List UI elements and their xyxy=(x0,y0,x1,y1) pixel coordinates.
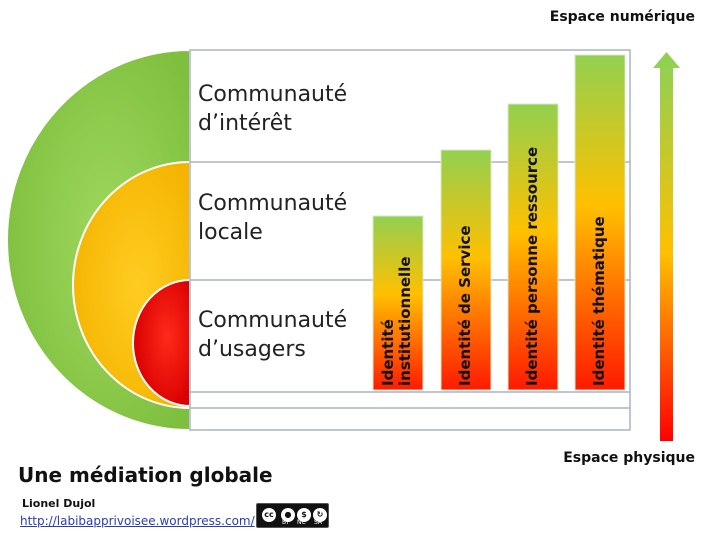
bar-label-thematique: Identité thématique xyxy=(590,216,608,386)
space-numerique-label: Espace numérique xyxy=(549,9,695,25)
nc-icon: $ xyxy=(296,507,312,523)
row-label-interet: Communauté d’intérêt xyxy=(198,82,348,136)
space-arrow-head xyxy=(653,52,680,68)
author-name: Lionel Dujol xyxy=(22,497,96,510)
cc-icon: cc xyxy=(261,507,277,523)
cc-license-badge[interactable]: cc ● $ ↻ BY NC SA xyxy=(256,503,329,528)
blog-link[interactable]: http://labibapprivoisee.wordpress.com/ xyxy=(20,514,255,528)
bar-identite-service xyxy=(440,149,492,391)
nc-tag: NC xyxy=(297,519,306,526)
by-icon: ● xyxy=(280,507,296,523)
row-label-usagers: Communauté d’usagers xyxy=(198,308,348,362)
space-arrow-shaft xyxy=(660,66,673,441)
bar-identite-institutionnelle xyxy=(372,215,424,391)
bar-identite-personne-ressource xyxy=(507,103,559,391)
red-half-circle xyxy=(132,278,191,408)
bar-label-service: Identité de Service xyxy=(456,225,474,386)
bar-label-personne-ressource: Identité personne ressource xyxy=(523,146,541,386)
space-physique-label: Espace physique xyxy=(563,450,695,466)
page-title: Une médiation globale xyxy=(18,463,273,487)
by-tag: BY xyxy=(282,519,290,526)
bar-identite-thematique xyxy=(574,54,626,391)
sa-icon: ↻ xyxy=(312,507,328,523)
row-label-locale: Communauté locale xyxy=(198,191,348,245)
bar-label-institutionnelle: Identité institutionnelle xyxy=(379,256,414,386)
sa-tag: SA xyxy=(314,519,323,526)
